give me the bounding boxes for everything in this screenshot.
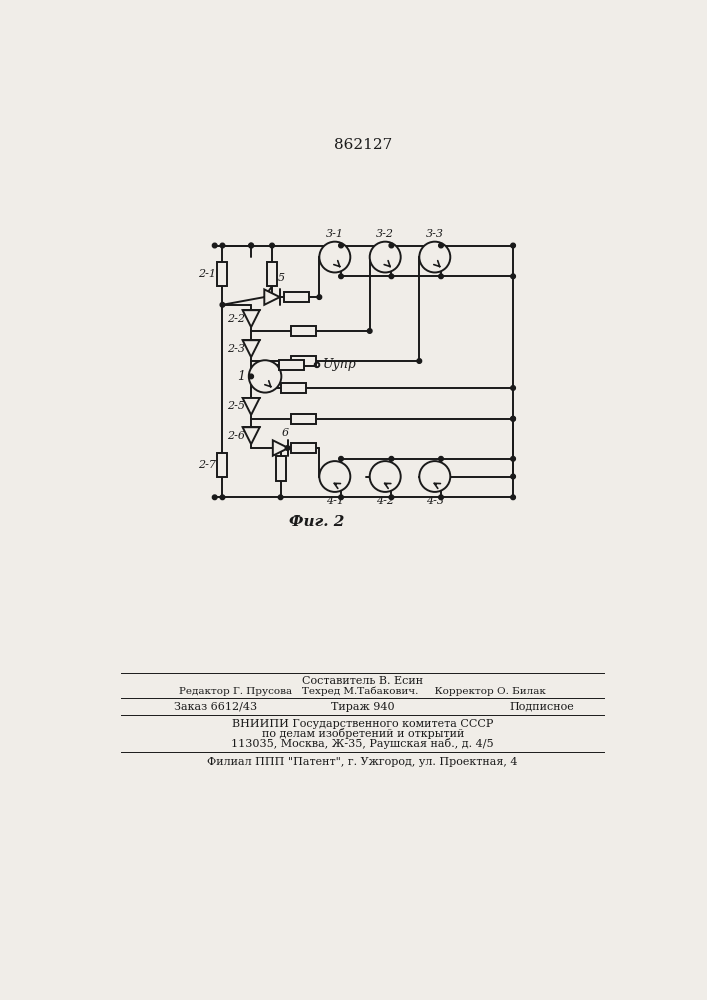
Text: Фиг. 2: Фиг. 2 (289, 515, 345, 529)
Bar (279, 360, 304, 370)
Text: по делам изобретений и открытий: по делам изобретений и открытий (262, 728, 464, 739)
Circle shape (417, 359, 421, 363)
Circle shape (249, 243, 253, 248)
Text: 5: 5 (279, 273, 286, 283)
Text: 2-6: 2-6 (227, 431, 245, 441)
Circle shape (510, 495, 515, 500)
Circle shape (370, 242, 401, 272)
Circle shape (220, 243, 225, 248)
Text: 2-5: 2-5 (227, 401, 245, 411)
Circle shape (249, 360, 281, 393)
Circle shape (510, 416, 515, 421)
Bar (218, 453, 228, 477)
Circle shape (389, 495, 394, 500)
Bar (267, 262, 277, 286)
Bar (291, 356, 316, 366)
Polygon shape (264, 289, 280, 305)
Circle shape (270, 243, 274, 248)
Bar (218, 262, 228, 286)
Polygon shape (243, 340, 259, 357)
Circle shape (438, 274, 443, 279)
Text: Тираж 940: Тираж 940 (331, 702, 395, 712)
Bar (284, 292, 309, 302)
Text: 4-2: 4-2 (376, 496, 395, 506)
Text: 2-7: 2-7 (198, 460, 216, 470)
Text: 6: 6 (282, 428, 289, 438)
Circle shape (389, 456, 394, 461)
Circle shape (285, 446, 290, 450)
Text: 862127: 862127 (334, 138, 392, 152)
Circle shape (368, 329, 372, 333)
Circle shape (212, 495, 217, 500)
Text: 2-1: 2-1 (198, 269, 216, 279)
Circle shape (419, 242, 450, 272)
Circle shape (438, 495, 443, 500)
Circle shape (220, 302, 225, 307)
Circle shape (339, 274, 344, 279)
Circle shape (510, 274, 515, 279)
Circle shape (339, 495, 344, 500)
Circle shape (510, 243, 515, 248)
Polygon shape (243, 398, 259, 415)
Circle shape (339, 243, 344, 248)
Text: 4-3: 4-3 (426, 496, 444, 506)
Text: 3-2: 3-2 (376, 229, 395, 239)
Circle shape (389, 243, 394, 248)
Circle shape (389, 274, 394, 279)
Bar (281, 383, 306, 393)
Circle shape (370, 461, 401, 492)
Bar (291, 414, 316, 424)
Text: Филиал ППП "Патент", г. Ужгород, ул. Проектная, 4: Филиал ППП "Патент", г. Ужгород, ул. Про… (207, 757, 518, 767)
Polygon shape (243, 427, 259, 444)
Text: 3-3: 3-3 (426, 229, 444, 239)
Text: 4-1: 4-1 (326, 496, 344, 506)
Text: 1: 1 (237, 370, 245, 383)
Circle shape (510, 456, 515, 461)
Circle shape (320, 461, 351, 492)
Circle shape (510, 386, 515, 390)
Text: 2-2: 2-2 (227, 314, 245, 324)
Circle shape (510, 416, 515, 421)
Circle shape (339, 456, 344, 461)
Bar (291, 443, 316, 453)
Circle shape (438, 243, 443, 248)
Text: 2-3: 2-3 (227, 344, 245, 354)
Text: Подписное: Подписное (509, 702, 574, 712)
Text: 3-1: 3-1 (326, 229, 344, 239)
Circle shape (279, 495, 283, 500)
Circle shape (510, 474, 515, 479)
Polygon shape (243, 310, 259, 327)
Text: Заказ 6612/43: Заказ 6612/43 (174, 702, 257, 712)
Text: Составитель В. Есин: Составитель В. Есин (302, 676, 423, 686)
Circle shape (212, 243, 217, 248)
Bar (276, 456, 286, 481)
Text: 5: 5 (267, 276, 274, 286)
Circle shape (317, 295, 322, 299)
Text: ВНИИПИ Государственного комитета СССР: ВНИИПИ Государственного комитета СССР (232, 719, 493, 729)
Polygon shape (273, 440, 288, 456)
Text: Редактор Г. Прусова   Техред М.Табакович.     Корректор О. Билак: Редактор Г. Прусова Техред М.Табакович. … (180, 687, 547, 696)
Circle shape (249, 243, 253, 248)
Circle shape (438, 456, 443, 461)
Circle shape (220, 495, 225, 500)
Circle shape (419, 461, 450, 492)
Circle shape (249, 374, 253, 379)
Bar (291, 326, 316, 336)
Text: 113035, Москва, Ж-35, Раушская наб., д. 4/5: 113035, Москва, Ж-35, Раушская наб., д. … (231, 738, 494, 749)
Text: Uупр: Uупр (322, 358, 356, 371)
Circle shape (320, 242, 351, 272)
